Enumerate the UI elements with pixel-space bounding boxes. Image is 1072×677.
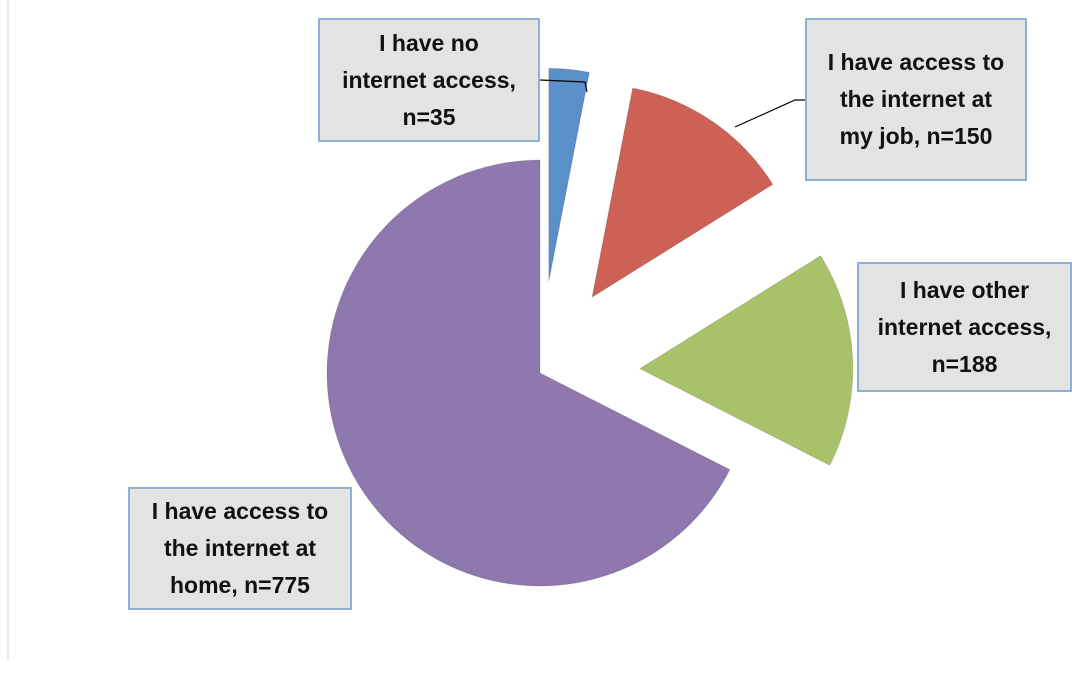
pie-slice [591, 87, 774, 299]
data-label: I have access to the internet at my job,… [805, 18, 1027, 181]
pie-slice [326, 159, 731, 587]
data-label: I have no internet access, n=35 [318, 18, 540, 142]
leader-line [734, 99, 805, 128]
data-label: I have access to the internet at home, n… [128, 487, 352, 610]
data-label: I have other internet access, n=188 [857, 262, 1072, 392]
pie-slice [638, 255, 854, 466]
leader-line [539, 79, 588, 93]
pie-slice [548, 67, 590, 282]
